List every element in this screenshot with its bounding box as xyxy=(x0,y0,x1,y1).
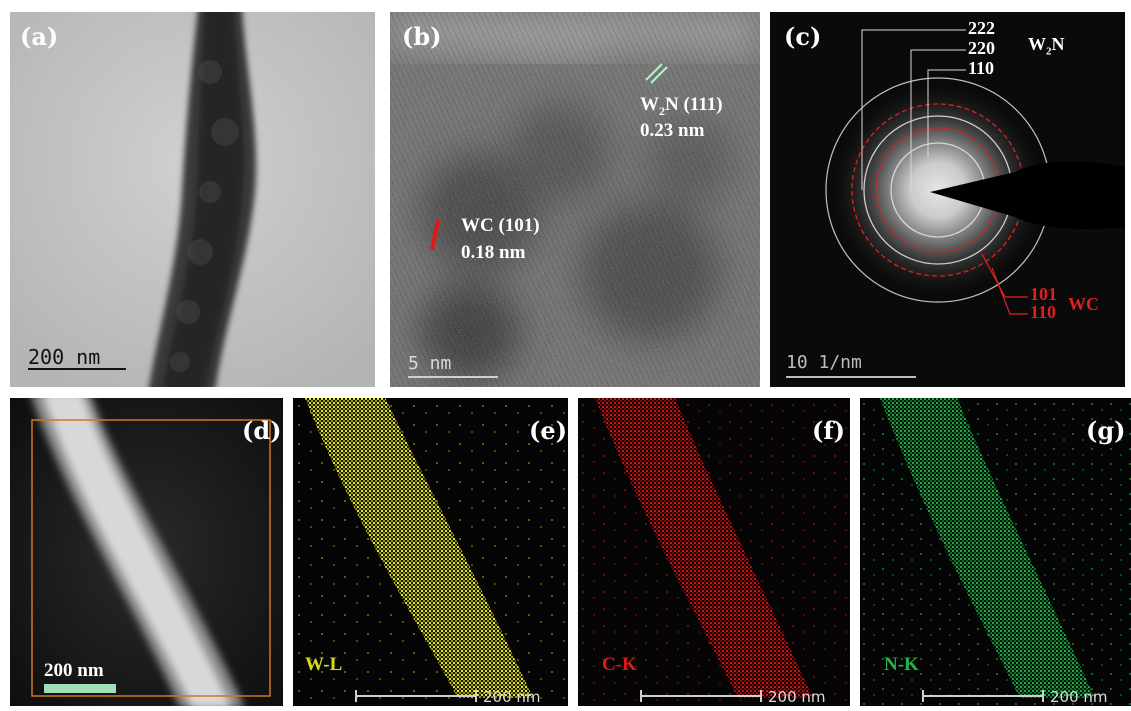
stem-nanofiber xyxy=(10,398,283,706)
scale-bar-label: 200 nm xyxy=(768,688,826,706)
ring-label-wc-110: 110 xyxy=(1030,302,1057,322)
scale-bar-label: 200 nm xyxy=(483,688,541,706)
wc-d-spacing: 0.18 nm xyxy=(461,242,526,263)
scale-bar-label: 200 nm xyxy=(1050,688,1108,706)
phase-label-wc: WC xyxy=(1068,294,1099,314)
panel-g-eds-map-n: N-K 200 nm (g) xyxy=(860,398,1131,706)
ring-label-wc-101: 101 xyxy=(1030,284,1057,304)
scale-bar-label: 200 nm xyxy=(28,345,101,369)
w2n-plane-label: W2N (111) xyxy=(640,94,723,118)
scale-bar-label: 200 nm xyxy=(44,660,104,681)
w2n-d-spacing: 0.23 nm xyxy=(640,120,705,141)
scale-bar-line xyxy=(355,695,477,697)
panel-label-e: (e) xyxy=(529,416,567,445)
panel-f-eds-map-c: C-K 200 nm (f) xyxy=(578,398,850,706)
scale-bar-line xyxy=(922,695,1044,697)
w2n-fringe-marker xyxy=(645,63,663,81)
eds-map-carbon xyxy=(578,398,850,706)
wc-plane-label: WC (101) xyxy=(461,215,540,236)
panel-b-hrtem-image: W2N (111) 0.23 nm WC (101) 0.18 nm 5 nm … xyxy=(390,12,760,387)
panel-d-stem-image: 200 nm (d) xyxy=(10,398,283,706)
tem-nanofiber xyxy=(10,12,375,387)
diffraction-rings xyxy=(825,29,1125,315)
panel-label-b: (b) xyxy=(402,22,442,51)
panel-label-a: (a) xyxy=(20,22,59,51)
panel-c-saed-pattern: 222 220 110 W2N 101 110 WC 10 1/nm (c) xyxy=(770,12,1125,387)
scale-bar-label: 10 1/nm xyxy=(786,352,862,373)
scale-bar-line xyxy=(28,368,126,370)
element-label: C-K xyxy=(602,654,637,675)
scale-bar-line xyxy=(786,376,916,378)
scale-bar-line xyxy=(640,695,762,697)
element-label: N-K xyxy=(884,654,919,675)
ring-label-220: 220 xyxy=(968,38,995,58)
hrtem-lattice xyxy=(390,12,760,387)
scale-bar-line xyxy=(44,684,116,693)
wc-fringe-marker xyxy=(430,219,440,251)
ring-label-110: 110 xyxy=(968,58,995,78)
panel-label-d: (d) xyxy=(242,416,282,445)
panel-label-g: (g) xyxy=(1086,416,1126,445)
scale-bar-label: 5 nm xyxy=(408,353,452,374)
panel-label-c: (c) xyxy=(784,22,822,51)
panel-a-tem-image: 200 nm (a) xyxy=(10,12,375,387)
panel-label-f: (f) xyxy=(812,416,846,445)
phase-label-w2n: W2N xyxy=(1028,34,1065,58)
element-label: W-L xyxy=(305,654,343,675)
scale-bar-line xyxy=(408,376,498,378)
panel-e-eds-map-w: W-L 200 nm (e) xyxy=(293,398,568,706)
ring-label-222: 222 xyxy=(968,18,995,38)
eds-map-nitrogen xyxy=(860,398,1131,706)
eds-map-tungsten xyxy=(293,398,568,706)
